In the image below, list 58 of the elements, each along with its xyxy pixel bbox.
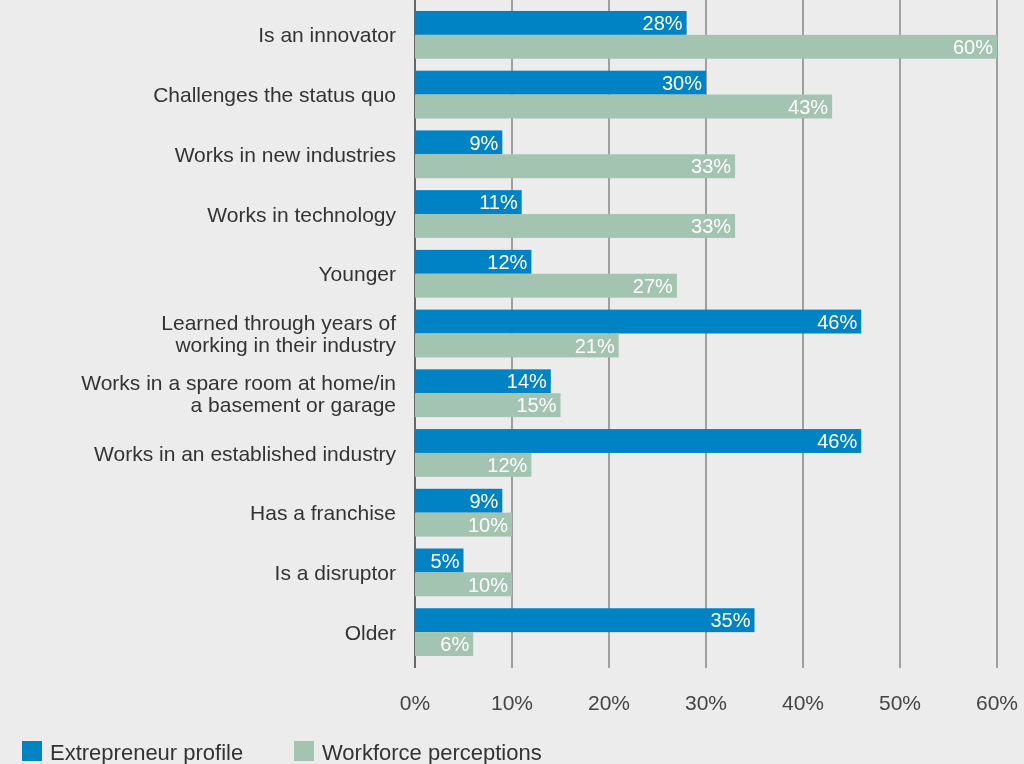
data-label: 10% <box>467 513 509 536</box>
data-label: 35% <box>710 609 751 632</box>
bar <box>415 333 619 358</box>
x-tick-label: 40% <box>781 691 825 714</box>
legend-label: Workforce perceptions <box>322 739 542 764</box>
x-tick-label: 50% <box>878 691 922 714</box>
bar <box>415 70 706 95</box>
bar <box>415 154 736 179</box>
x-tick-label: 10% <box>490 691 534 714</box>
data-label: 12% <box>487 251 528 274</box>
bar <box>415 190 522 215</box>
bar <box>415 608 755 633</box>
data-label: 11% <box>479 191 518 214</box>
data-label: 9% <box>469 131 499 154</box>
y-tick-label: Has a franchise <box>250 501 396 525</box>
bar <box>415 94 833 119</box>
x-tick-label: 0% <box>399 691 431 714</box>
x-tick-label: 20% <box>587 691 631 714</box>
y-tick-label: Is an innovator <box>258 23 396 47</box>
y-tick-label: Works in technology <box>207 202 397 226</box>
data-label: 60% <box>952 36 994 59</box>
y-tick-label: Is a disruptor <box>274 560 396 584</box>
y-tick-label: Younger <box>318 262 397 286</box>
data-label: 10% <box>467 573 509 596</box>
x-tick-label: 30% <box>684 691 728 714</box>
data-label: 46% <box>817 430 858 453</box>
data-label: 43% <box>788 95 829 118</box>
bar <box>415 249 532 274</box>
legend-label: Extrepreneur profile <box>50 739 244 764</box>
data-label: 33% <box>691 155 732 178</box>
data-label: 46% <box>817 310 858 333</box>
data-label: 6% <box>440 633 470 656</box>
data-label: 30% <box>661 71 703 94</box>
y-tick-label: Works in an established industry <box>94 441 397 465</box>
y-tick-label: Works in new industries <box>174 142 396 166</box>
bar <box>415 273 677 298</box>
data-label: 9% <box>469 489 499 512</box>
x-tick-label: 60% <box>975 691 1019 714</box>
data-label: 21% <box>574 334 615 357</box>
bar <box>415 393 561 418</box>
data-label: 14% <box>506 370 548 393</box>
y-tick-label: Challenges the status quo <box>153 83 396 107</box>
data-label: 15% <box>516 394 557 417</box>
data-label: 27% <box>632 274 674 297</box>
y-tick-label: Older <box>344 620 396 644</box>
data-label: 33% <box>691 215 732 238</box>
bar <box>415 10 687 35</box>
y-tick-label: Learned through years of working in their industry <box>161 311 397 357</box>
bar <box>415 429 862 453</box>
bar <box>415 34 997 59</box>
bar <box>415 369 551 394</box>
bar <box>415 452 532 477</box>
data-label: 12% <box>487 454 528 477</box>
data-label: 28% <box>642 12 683 35</box>
y-tick-label: Works in a spare room at home/in a basement or garage <box>81 370 396 416</box>
bar <box>415 214 736 238</box>
bar <box>415 309 862 334</box>
data-label: 5% <box>430 549 460 572</box>
